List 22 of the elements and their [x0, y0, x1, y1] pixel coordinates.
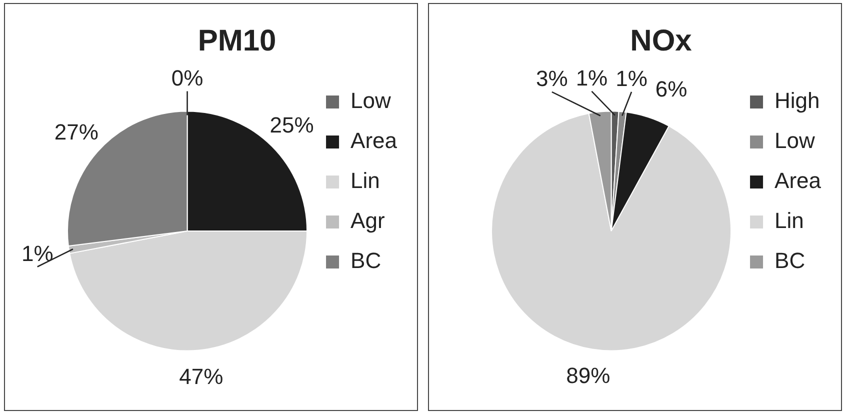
- data-label: 1%: [616, 66, 648, 91]
- legend-label: Low: [350, 88, 391, 114]
- legend-label: BC: [350, 248, 382, 274]
- text: 0%: [171, 65, 204, 90]
- data-label: 89%: [566, 363, 610, 388]
- legend-label: Low: [774, 128, 815, 154]
- data-label: 3%: [536, 66, 568, 91]
- legend-label: Area: [350, 128, 398, 154]
- legend-label: Agr: [350, 208, 385, 234]
- chart-title: NOx: [630, 24, 692, 58]
- legend-label: Lin: [350, 168, 380, 194]
- data-label: 1%: [21, 240, 54, 266]
- data-label: 1%: [576, 65, 608, 90]
- legend-label: High: [774, 88, 820, 114]
- data-label: 27%: [54, 119, 98, 144]
- legend-label: Lin: [774, 208, 804, 234]
- chart-title: PM10: [198, 24, 276, 58]
- data-label: 6%: [655, 76, 688, 102]
- legend-label: BC: [774, 248, 806, 274]
- legend-label: Area: [774, 168, 822, 194]
- data-label: 47%: [179, 364, 224, 390]
- data-label: 25%: [270, 112, 314, 138]
